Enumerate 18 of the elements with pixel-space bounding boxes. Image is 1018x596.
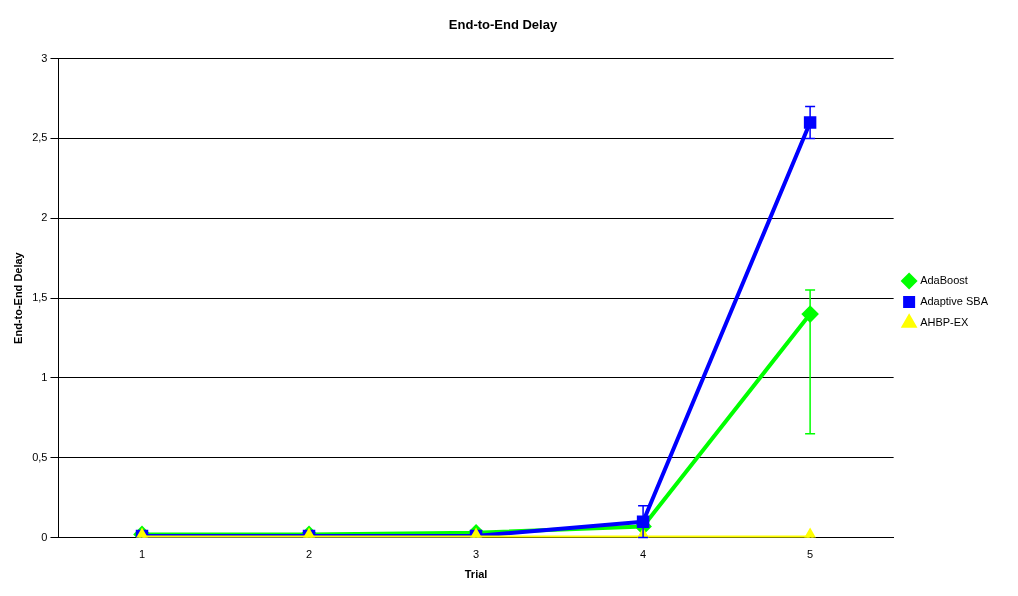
y-tick-label: 2,5 bbox=[32, 131, 48, 144]
y-tick-label: 1,5 bbox=[32, 291, 48, 304]
x-tick-label: 5 bbox=[807, 548, 814, 561]
legend-label: Adaptive SBA bbox=[920, 295, 989, 308]
x-tick-label: 3 bbox=[473, 548, 480, 561]
x-tick-label: 1 bbox=[138, 548, 146, 561]
legend-label: AHBP-EX bbox=[920, 316, 970, 329]
y-tick-label: 0,5 bbox=[32, 450, 48, 463]
chart-title: End-to-End Delay bbox=[448, 17, 558, 33]
x-axis-title: Trial bbox=[464, 568, 488, 581]
x-tick-label: 4 bbox=[640, 548, 647, 561]
y-tick-label: 1 bbox=[41, 370, 48, 383]
x-tick-label: 2 bbox=[305, 548, 313, 561]
y-tick-label: 0 bbox=[41, 530, 48, 543]
y-axis-title: End-to-End Delay bbox=[11, 251, 24, 344]
y-tick-label: 3 bbox=[41, 51, 48, 64]
legend-label: AdaBoost bbox=[920, 274, 968, 287]
y-tick-label: 2 bbox=[41, 211, 48, 224]
